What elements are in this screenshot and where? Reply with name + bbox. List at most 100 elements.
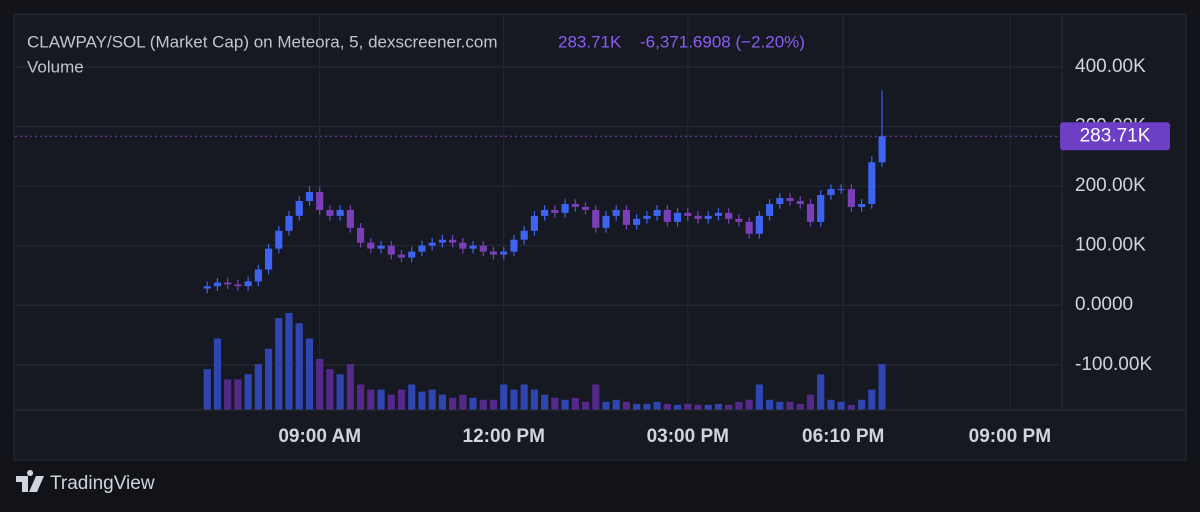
- candle-body: [837, 189, 845, 191]
- candle-body: [776, 198, 784, 204]
- x-tick-label: 03:00 PM: [647, 426, 729, 447]
- axes: -100.00K0.0000100.00K200.00K300.00K400.0…: [278, 56, 1170, 447]
- candle-body: [827, 189, 835, 196]
- volume-bar: [725, 404, 733, 410]
- volume-bar: [694, 404, 702, 410]
- volume-bar: [244, 374, 252, 410]
- volume-bar: [847, 404, 855, 410]
- volume-bar: [449, 397, 457, 410]
- volume-bar: [858, 399, 866, 410]
- candle-body: [264, 248, 273, 270]
- volume-bar: [408, 384, 416, 410]
- candle-body: [285, 215, 293, 231]
- candle-body: [673, 212, 682, 222]
- candle-body: [336, 209, 344, 216]
- x-tick-label: 12:00 PM: [463, 426, 545, 447]
- candle-body: [694, 215, 702, 219]
- candle-body: [817, 195, 825, 222]
- volume-bar: [745, 399, 753, 410]
- candle-body: [418, 245, 426, 252]
- volume-bar: [428, 389, 436, 410]
- volume-bar: [663, 403, 671, 410]
- candle-body: [653, 209, 661, 216]
- candle-body: [796, 201, 804, 204]
- candle-body: [469, 245, 477, 249]
- candle-body: [244, 281, 252, 287]
- candle-body: [622, 209, 631, 225]
- candle-body: [612, 209, 620, 216]
- candle-body: [520, 230, 528, 240]
- candle-body: [786, 198, 794, 202]
- plot: [15, 90, 1062, 410]
- candle-body: [489, 251, 498, 255]
- candle-body: [571, 203, 579, 207]
- volume-bar: [622, 401, 631, 410]
- candle-body: [213, 282, 222, 287]
- candle-body: [530, 215, 538, 231]
- candle-body: [551, 209, 559, 213]
- brand-logo: [16, 470, 44, 492]
- volume-bar: [234, 379, 242, 410]
- volume-bar: [397, 389, 406, 410]
- volume-bar: [438, 394, 446, 410]
- candle-body: [275, 230, 283, 249]
- candle-body: [346, 209, 354, 228]
- chart-title: CLAWPAY/SOL (Market Cap) on Meteora, 5, …: [27, 32, 498, 51]
- last-price-label: 283.71K: [1080, 125, 1151, 146]
- candle-body: [326, 209, 334, 216]
- volume-bar: [817, 374, 825, 410]
- volume-bar: [489, 399, 498, 410]
- candle-body: [868, 162, 876, 204]
- volume-bar: [305, 338, 314, 410]
- candle-body: [367, 242, 375, 249]
- candle-body: [633, 218, 641, 225]
- volume-bar: [704, 404, 712, 410]
- volume-bar: [377, 389, 385, 410]
- volume-bar: [295, 323, 303, 410]
- x-tick-label: 06:10 PM: [802, 426, 884, 447]
- volume-bar: [796, 403, 804, 410]
- candle-body: [408, 251, 416, 258]
- volume-bar: [213, 338, 222, 410]
- candle-body: [295, 201, 303, 216]
- candle-body: [847, 189, 855, 207]
- volume-bar: [878, 364, 886, 410]
- volume-bar: [500, 384, 508, 410]
- volume-bar: [275, 318, 283, 410]
- volume-bar: [530, 389, 538, 410]
- volume-bar: [336, 374, 344, 410]
- volume-bar: [224, 379, 232, 410]
- volume-bar: [203, 369, 211, 410]
- candle-body: [704, 215, 712, 219]
- candle-body: [510, 239, 518, 252]
- volume-bar: [326, 369, 334, 410]
- candle-body: [357, 227, 365, 243]
- last-value: 283.71K: [558, 32, 622, 51]
- candle-body: [755, 215, 763, 234]
- candle-body: [592, 209, 600, 228]
- candle-body: [254, 269, 262, 282]
- volume-bar: [755, 384, 763, 410]
- volume-bar: [653, 401, 661, 410]
- candle-body: [428, 242, 436, 246]
- volume-bar: [571, 397, 579, 410]
- volume-bar: [346, 364, 354, 410]
- candle-body: [459, 242, 467, 249]
- candle-body: [663, 209, 671, 222]
- candle-body: [735, 218, 743, 222]
- candle-body: [643, 215, 651, 219]
- brand: TradingView: [50, 473, 155, 494]
- volume-bar: [367, 389, 375, 410]
- candle-body: [387, 245, 395, 255]
- volume-bar: [776, 401, 784, 410]
- candle-body: [765, 203, 774, 216]
- volume-bar: [633, 403, 641, 410]
- candle-body: [305, 192, 314, 202]
- candle-body: [745, 221, 753, 234]
- volume-bar: [459, 394, 467, 410]
- volume-bar: [264, 348, 273, 410]
- volume-bar: [612, 399, 620, 410]
- candle-body: [858, 203, 866, 207]
